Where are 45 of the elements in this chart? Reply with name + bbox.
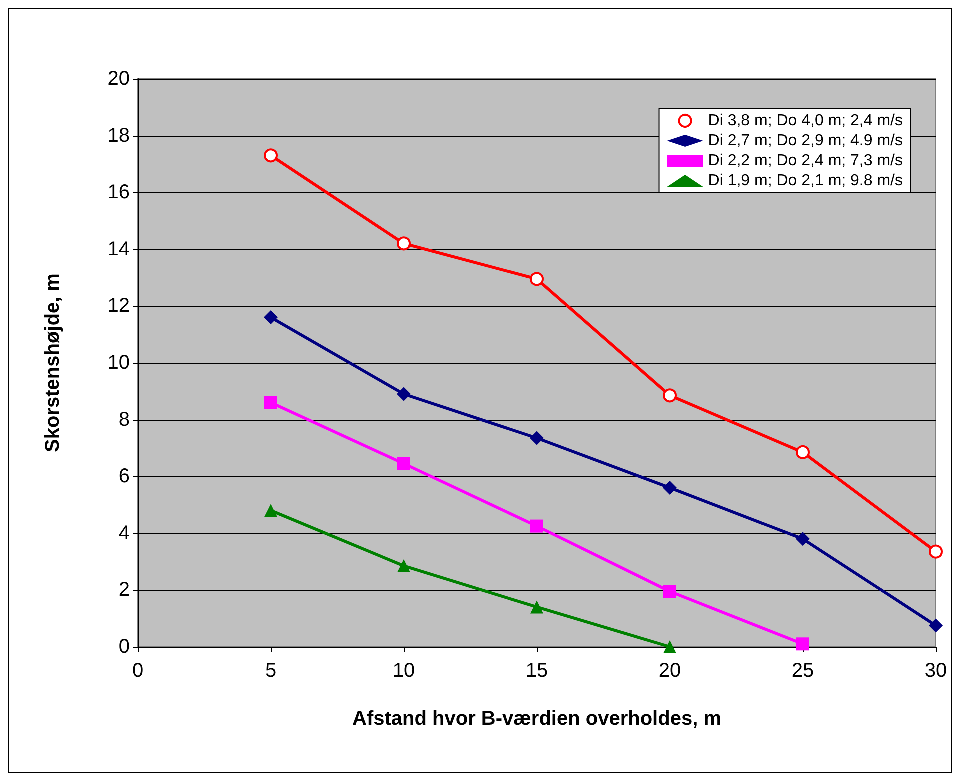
y-tick-label: 16	[108, 182, 130, 204]
point	[398, 457, 410, 470]
point	[530, 272, 544, 286]
point	[264, 148, 278, 163]
legend-label: Di 1,9 m; Do 2,1 m; 9.8 m/s	[708, 172, 904, 190]
point	[397, 387, 411, 402]
point	[663, 480, 677, 495]
y-tick-label: 18	[108, 124, 130, 147]
point	[663, 388, 677, 403]
point	[398, 560, 410, 573]
y-tick-label: 4	[118, 522, 130, 544]
y-tick-label: 2	[118, 579, 130, 602]
y-tick-label: 12	[108, 295, 130, 318]
x-tick-label: 20	[658, 660, 682, 682]
point	[264, 396, 278, 410]
point	[530, 600, 544, 614]
x-tick-label: 0	[132, 660, 144, 682]
x-tick-label: 30	[924, 660, 948, 682]
x-axis-title: Afstand hvor B-værdien overholdes, m	[352, 708, 722, 730]
point	[264, 504, 278, 518]
legend-label: Di 2,2 m; Do 2,4 m; 7,3 m/s	[708, 152, 904, 170]
point	[664, 585, 676, 598]
x-tick-label: 5	[265, 660, 277, 682]
point	[530, 520, 544, 533]
x-tick-label: 25	[792, 660, 814, 682]
y-tick-label: 10	[108, 352, 130, 374]
y-tick-label: 8	[118, 408, 130, 431]
point	[929, 544, 943, 559]
point	[796, 638, 810, 651]
point	[664, 640, 676, 654]
x-tick-label: 15	[526, 660, 548, 682]
legend-label: Di 3,8 m; Do 4,0 m; 2,4 m/s	[708, 112, 904, 130]
y-tick-label: 14	[108, 238, 130, 260]
point	[264, 310, 278, 325]
y-axis-title: Skorstenshøjde, m	[42, 274, 64, 452]
legend-label: Di 2,7 m; Do 2,9 m; 4.9 m/s	[708, 132, 904, 150]
point	[796, 445, 810, 460]
y-tick-label: 20	[108, 68, 130, 90]
y-tick-label: 6	[118, 466, 130, 488]
point	[796, 532, 810, 546]
x-tick-label: 10	[392, 660, 416, 682]
point	[929, 618, 943, 633]
y-tick-label: 0	[118, 636, 130, 658]
point	[530, 431, 544, 446]
point	[397, 236, 411, 251]
